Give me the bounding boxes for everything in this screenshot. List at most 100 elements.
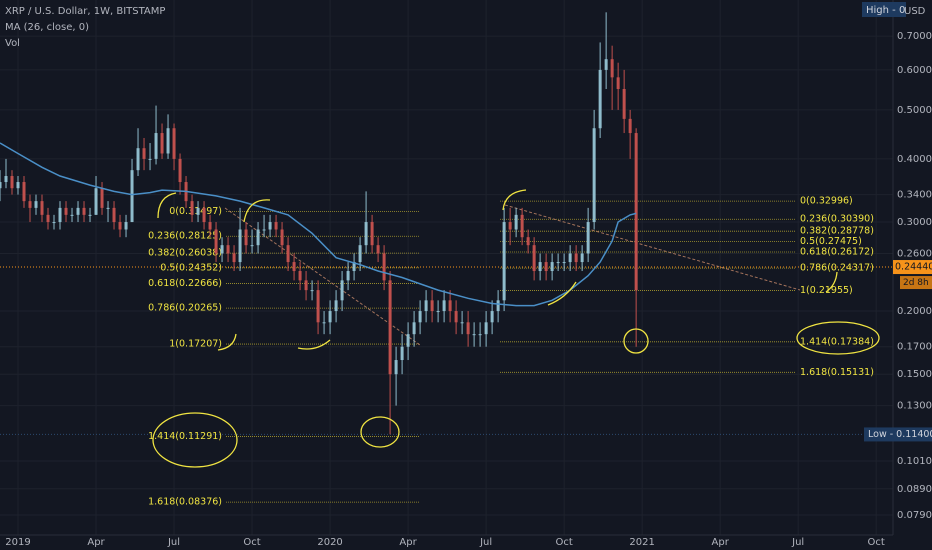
candle-body (190, 201, 194, 215)
x-tick-label: 2021 (629, 537, 654, 548)
candle-body (556, 262, 560, 264)
countdown: 2d 8h (903, 278, 929, 288)
candle-body (64, 207, 68, 215)
candle-body (250, 245, 254, 247)
x-tick-label: Apr (399, 537, 417, 548)
countdown-box (900, 276, 932, 290)
candle-body (568, 253, 572, 263)
candle-body (538, 262, 542, 272)
highlight-circle (623, 328, 649, 354)
fibonacci-levels: 0(0.31497) 0.236(0.28125) 0.382(0.26038) 0.… (148, 196, 874, 508)
candle-body (52, 222, 56, 224)
candle-body (352, 262, 356, 272)
fib-label: 0.5(0.27475) (800, 236, 862, 247)
x-tick-label: Jul (791, 537, 804, 548)
fib-label: 1.414(0.11291) (148, 431, 222, 442)
candle-body (244, 229, 248, 246)
highlight-arc (243, 199, 271, 223)
fib-label: 1(0.21955) (800, 285, 853, 296)
candle-body (418, 311, 422, 323)
candle-body (268, 222, 272, 230)
x-tick-label: Apr (87, 537, 105, 548)
candle-body (16, 182, 20, 189)
symbol-title: XRP / U.S. Dollar, 1W, BITSTAMP (5, 6, 165, 17)
candle-body (310, 290, 314, 292)
candle-body (508, 222, 512, 230)
candle-body (616, 77, 620, 90)
candle-body (280, 229, 284, 246)
currency: USD (904, 6, 926, 17)
candle-body (136, 148, 140, 171)
x-tick-label: Oct (868, 537, 885, 548)
fib-label: 0.618(0.22666) (148, 278, 222, 289)
candle-body (388, 280, 392, 375)
moving-average (0, 142, 637, 307)
candle-body (142, 148, 146, 159)
fib-label: 0.236(0.28125) (148, 231, 222, 242)
fib-label: 1.414(0.17384) (800, 336, 874, 347)
candle-body (562, 262, 566, 264)
fib-label: 0.382(0.26038) (148, 248, 222, 259)
grid (0, 0, 893, 535)
candle-body (106, 207, 110, 209)
annotations (152, 189, 880, 468)
candle-body (172, 128, 176, 159)
highlight-circle (796, 321, 880, 355)
highlight-circle (360, 416, 400, 448)
candle-body (592, 128, 596, 223)
candle-body (448, 300, 452, 312)
candle-body (598, 69, 602, 129)
high-marker: High - 0 (866, 5, 905, 16)
candle-body (340, 280, 344, 301)
highlight-arc (217, 333, 237, 351)
candle-body (406, 334, 410, 347)
candle-body (496, 300, 500, 312)
candle-body (4, 176, 8, 183)
candle-body (580, 253, 584, 263)
candle-body (514, 214, 518, 230)
fib-label: 0.618(0.26172) (800, 247, 874, 258)
candle-body (166, 128, 170, 154)
candle-body (436, 311, 440, 313)
candle-body (328, 311, 332, 323)
x-tick-label: 2019 (5, 537, 30, 548)
candle-body (442, 300, 446, 312)
candle-body (112, 207, 116, 223)
fib-label: 0.236(0.30390) (800, 214, 874, 225)
candle-body (532, 245, 536, 272)
candle-body (322, 322, 326, 324)
highlight-arc (502, 189, 527, 211)
highlight-circle (152, 412, 238, 468)
candle-body (460, 322, 464, 324)
candle-body (10, 176, 14, 189)
highlight-arc (297, 339, 331, 350)
candle-body (478, 334, 482, 336)
x-tick-label: Apr (712, 537, 730, 548)
candle-body (28, 201, 32, 208)
last-price-label: 0.24440 (895, 262, 932, 273)
trend-line (504, 204, 801, 291)
candle-body (298, 271, 302, 281)
candle-body (370, 222, 374, 246)
candle-body (196, 207, 200, 215)
candle-body (334, 300, 338, 312)
candle-body (82, 207, 86, 215)
candle-body (22, 182, 26, 202)
candle-body (544, 262, 548, 272)
volume-label: Vol (5, 38, 20, 49)
candle-body (286, 245, 290, 263)
last-price-tag (893, 260, 932, 275)
candle-body (0, 182, 2, 189)
candle-body (400, 346, 404, 361)
ma-line (0, 142, 637, 307)
candle-body (34, 201, 38, 208)
fib-label: 0.786(0.20265) (148, 303, 222, 314)
fib-label: 1.618(0.15131) (800, 367, 874, 378)
